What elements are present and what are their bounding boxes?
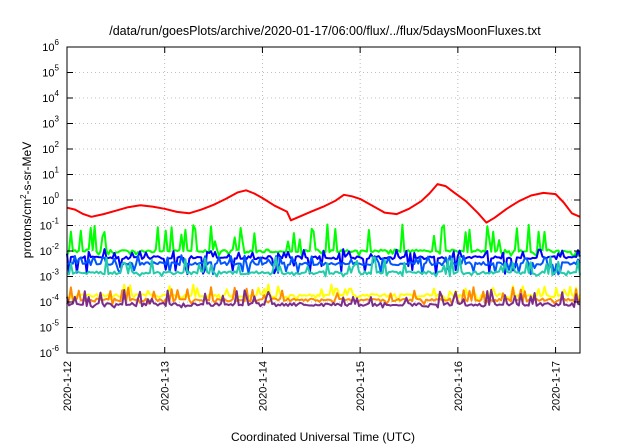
series-line-8 bbox=[66, 288, 581, 309]
y-tick-label: 103 bbox=[42, 115, 59, 131]
series-layer bbox=[66, 183, 581, 309]
y-tick-exponent: 0 bbox=[55, 191, 60, 200]
y-tick-base: 10 bbox=[42, 119, 54, 131]
y-axis-label: protons/cm2-s-sr-MeV bbox=[19, 142, 34, 258]
x-axis-label: Coordinated Universal Time (UTC) bbox=[231, 430, 415, 444]
y-tick-exponent: -6 bbox=[52, 344, 60, 353]
y-tick-base: 10 bbox=[40, 297, 52, 309]
x-tick-label: 2020-1-17 bbox=[551, 361, 563, 411]
y-tick-exponent: 6 bbox=[55, 38, 60, 47]
chart-title: /data/run/goesPlots/archive/2020-01-17/0… bbox=[109, 24, 541, 38]
y-axis-ticks: 10-610-510-410-310-210-11001011021031041… bbox=[40, 38, 580, 360]
y-tick-base: 10 bbox=[42, 170, 54, 182]
y-tick-exponent: -1 bbox=[52, 217, 60, 226]
y-tick-exponent: -4 bbox=[52, 293, 60, 302]
y-tick-base: 10 bbox=[40, 246, 52, 258]
y-tick-base: 10 bbox=[42, 144, 54, 156]
y-tick-base: 10 bbox=[40, 221, 52, 233]
y-tick-label: 100 bbox=[42, 191, 59, 207]
y-tick-exponent: -5 bbox=[52, 319, 60, 328]
y-tick-label: 104 bbox=[42, 89, 59, 105]
y-tick-exponent: 5 bbox=[55, 64, 60, 73]
y-tick-base: 10 bbox=[42, 195, 54, 207]
y-tick-base: 10 bbox=[40, 323, 52, 335]
y-axis-label-sup: 2 bbox=[19, 194, 28, 199]
y-tick-label: 102 bbox=[42, 140, 59, 156]
y-tick-base: 10 bbox=[42, 93, 54, 105]
y-tick-exponent: 4 bbox=[55, 89, 60, 98]
y-tick-base: 10 bbox=[40, 272, 52, 284]
x-tick-label: 2020-1-16 bbox=[453, 361, 465, 411]
y-axis-label-rest: -s-sr-MeV bbox=[20, 142, 34, 195]
y-tick-label: 10-3 bbox=[40, 268, 60, 284]
y-tick-exponent: -3 bbox=[52, 268, 60, 277]
y-tick-exponent: 1 bbox=[55, 166, 60, 175]
y-tick-label: 10-5 bbox=[40, 319, 60, 335]
y-tick-exponent: -2 bbox=[52, 242, 60, 251]
y-tick-label: 10-2 bbox=[40, 242, 60, 258]
y-tick-base: 10 bbox=[42, 68, 54, 80]
series-line-1 bbox=[66, 183, 581, 224]
y-tick-base: 10 bbox=[42, 42, 54, 54]
y-tick-label: 10-6 bbox=[40, 344, 60, 360]
y-tick-label: 10-4 bbox=[40, 293, 60, 309]
y-tick-label: 10-1 bbox=[40, 217, 60, 233]
y-tick-label: 101 bbox=[42, 166, 59, 182]
x-tick-label: 2020-1-14 bbox=[257, 361, 269, 411]
x-axis-ticks: 2020-1-12 2020-1-13 2020-1-14 2020-1-15 2020… bbox=[62, 47, 563, 411]
series-line-3 bbox=[66, 248, 581, 276]
y-tick-label: 106 bbox=[42, 38, 59, 54]
series-line-5 bbox=[66, 255, 581, 278]
y-tick-exponent: 2 bbox=[55, 140, 60, 149]
y-tick-label: 105 bbox=[42, 64, 59, 80]
y-axis-label-base: protons/cm bbox=[20, 199, 34, 258]
y-tick-exponent: 3 bbox=[55, 115, 60, 124]
y-tick-base: 10 bbox=[40, 348, 52, 360]
x-tick-label: 2020-1-13 bbox=[160, 361, 172, 411]
x-tick-label: 2020-1-15 bbox=[355, 361, 367, 411]
x-tick-label: 2020-1-12 bbox=[62, 361, 74, 411]
